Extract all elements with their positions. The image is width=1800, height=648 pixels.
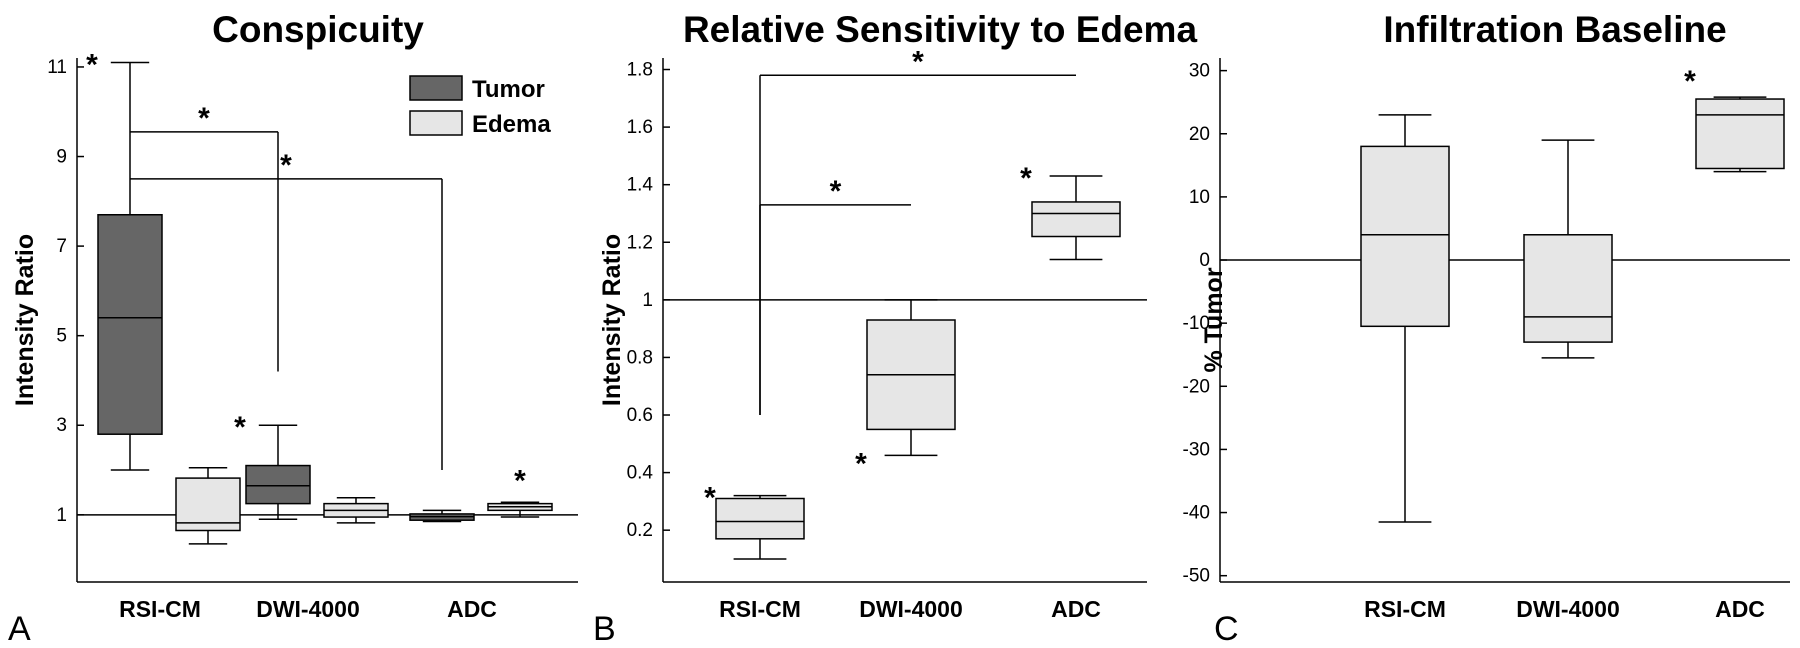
y-tick-label: 1.4	[627, 175, 654, 196]
y-tick-label: 1.6	[627, 117, 653, 138]
box-iqr	[715, 497, 805, 540]
category-label: DWI-4000	[1516, 596, 1620, 622]
category-label: RSI-CM	[1364, 596, 1446, 622]
box-iqr	[1031, 201, 1121, 238]
box-plot: *	[1684, 65, 1785, 173]
y-tick-label: 1.8	[627, 60, 653, 81]
significance-bracket: *	[130, 102, 279, 372]
category-label: RSI-CM	[119, 596, 201, 622]
bracket-star: *	[830, 175, 842, 208]
significance-star: *	[234, 411, 246, 444]
y-tick-label: 0.4	[627, 463, 654, 484]
category-label: ADC	[447, 596, 497, 622]
significance-star: *	[1020, 162, 1032, 195]
y-tick-label: 0.8	[627, 347, 653, 368]
legend-swatch	[409, 110, 463, 136]
box-plot	[323, 497, 389, 524]
y-tick-label: 0.6	[627, 405, 653, 426]
box-plot: *	[487, 464, 553, 518]
box-iqr	[175, 477, 241, 532]
y-axis-label: Intensity Ratio	[11, 234, 39, 406]
category-label: ADC	[1715, 596, 1765, 622]
category-label: ADC	[1051, 596, 1101, 622]
bracket-star: *	[280, 149, 292, 182]
y-axis-label: Intensity Ratio	[598, 234, 626, 406]
y-tick-label: 0	[1199, 250, 1210, 271]
significance-star: *	[855, 447, 867, 480]
box-plot	[1523, 139, 1613, 359]
y-tick-label: 10	[1189, 187, 1210, 208]
category-label: RSI-CM	[719, 596, 801, 622]
significance-star: *	[514, 464, 526, 497]
y-tick-label: 1	[642, 290, 653, 311]
box-iqr	[1523, 234, 1613, 343]
panel-label: B	[593, 610, 616, 648]
box-plot	[175, 467, 241, 545]
box-plot: *	[234, 411, 311, 521]
y-tick-label: 9	[56, 147, 67, 168]
bracket-star: *	[912, 45, 924, 78]
significance-bracket: *	[130, 149, 443, 471]
box-iqr	[97, 214, 163, 435]
y-tick-label: 30	[1189, 61, 1210, 82]
chart-title: Relative Sensitivity to Edema	[683, 9, 1198, 50]
y-tick-label: 20	[1189, 124, 1210, 145]
box-plot: *	[1020, 162, 1121, 261]
significance-star: *	[704, 482, 716, 515]
y-tick-label: 3	[56, 415, 67, 436]
y-tick-label: 1.2	[627, 232, 653, 253]
category-label: DWI-4000	[256, 596, 360, 622]
box-plot	[1360, 114, 1450, 523]
legend-label: Tumor	[472, 76, 545, 103]
legend-label: Edema	[472, 111, 551, 138]
panel-label: C	[1214, 610, 1239, 648]
y-axis-label: % Tumor	[1200, 267, 1228, 372]
y-tick-label: 7	[56, 236, 67, 257]
legend: Tumor Edema	[409, 75, 551, 138]
panel-relative-sensitivity: Relative Sensitivity to Edema B Intensity …	[593, 9, 1197, 648]
bracket-star: *	[198, 102, 210, 135]
y-tick-label: -10	[1183, 313, 1210, 334]
panel-label: A	[8, 610, 31, 648]
y-tick-label: -40	[1183, 503, 1210, 524]
box-iqr	[245, 464, 311, 505]
category-label: DWI-4000	[859, 596, 963, 622]
box-iqr	[1360, 145, 1450, 328]
box-plot	[409, 509, 475, 523]
y-tick-label: 1	[56, 505, 67, 526]
box-plot: *	[855, 299, 956, 480]
y-tick-label: 11	[47, 57, 67, 78]
box-plot: *	[86, 48, 163, 471]
significance-bracket: *	[759, 175, 911, 416]
panel-infiltration-baseline: Infiltration Baseline C % Tumor 30 20 10 0 -10 -…	[1183, 9, 1790, 648]
chart-title: Infiltration Baseline	[1383, 9, 1726, 50]
box-plot: *	[704, 482, 805, 560]
box-iqr	[1695, 98, 1785, 170]
y-tick-label: -30	[1183, 439, 1210, 460]
significance-star: *	[1684, 65, 1696, 98]
panel-conspicuity: Conspicuity A Intensity Ratio 1 3 5 7 9 11 RSI-CM…	[8, 9, 578, 648]
y-tick-label: 5	[56, 326, 67, 347]
chart-title: Conspicuity	[212, 9, 424, 50]
y-tick-label: 0.2	[627, 520, 653, 541]
y-tick-label: -50	[1183, 566, 1210, 587]
legend-swatch	[409, 75, 463, 101]
significance-star: *	[86, 48, 98, 81]
y-tick-label: -20	[1183, 376, 1210, 397]
